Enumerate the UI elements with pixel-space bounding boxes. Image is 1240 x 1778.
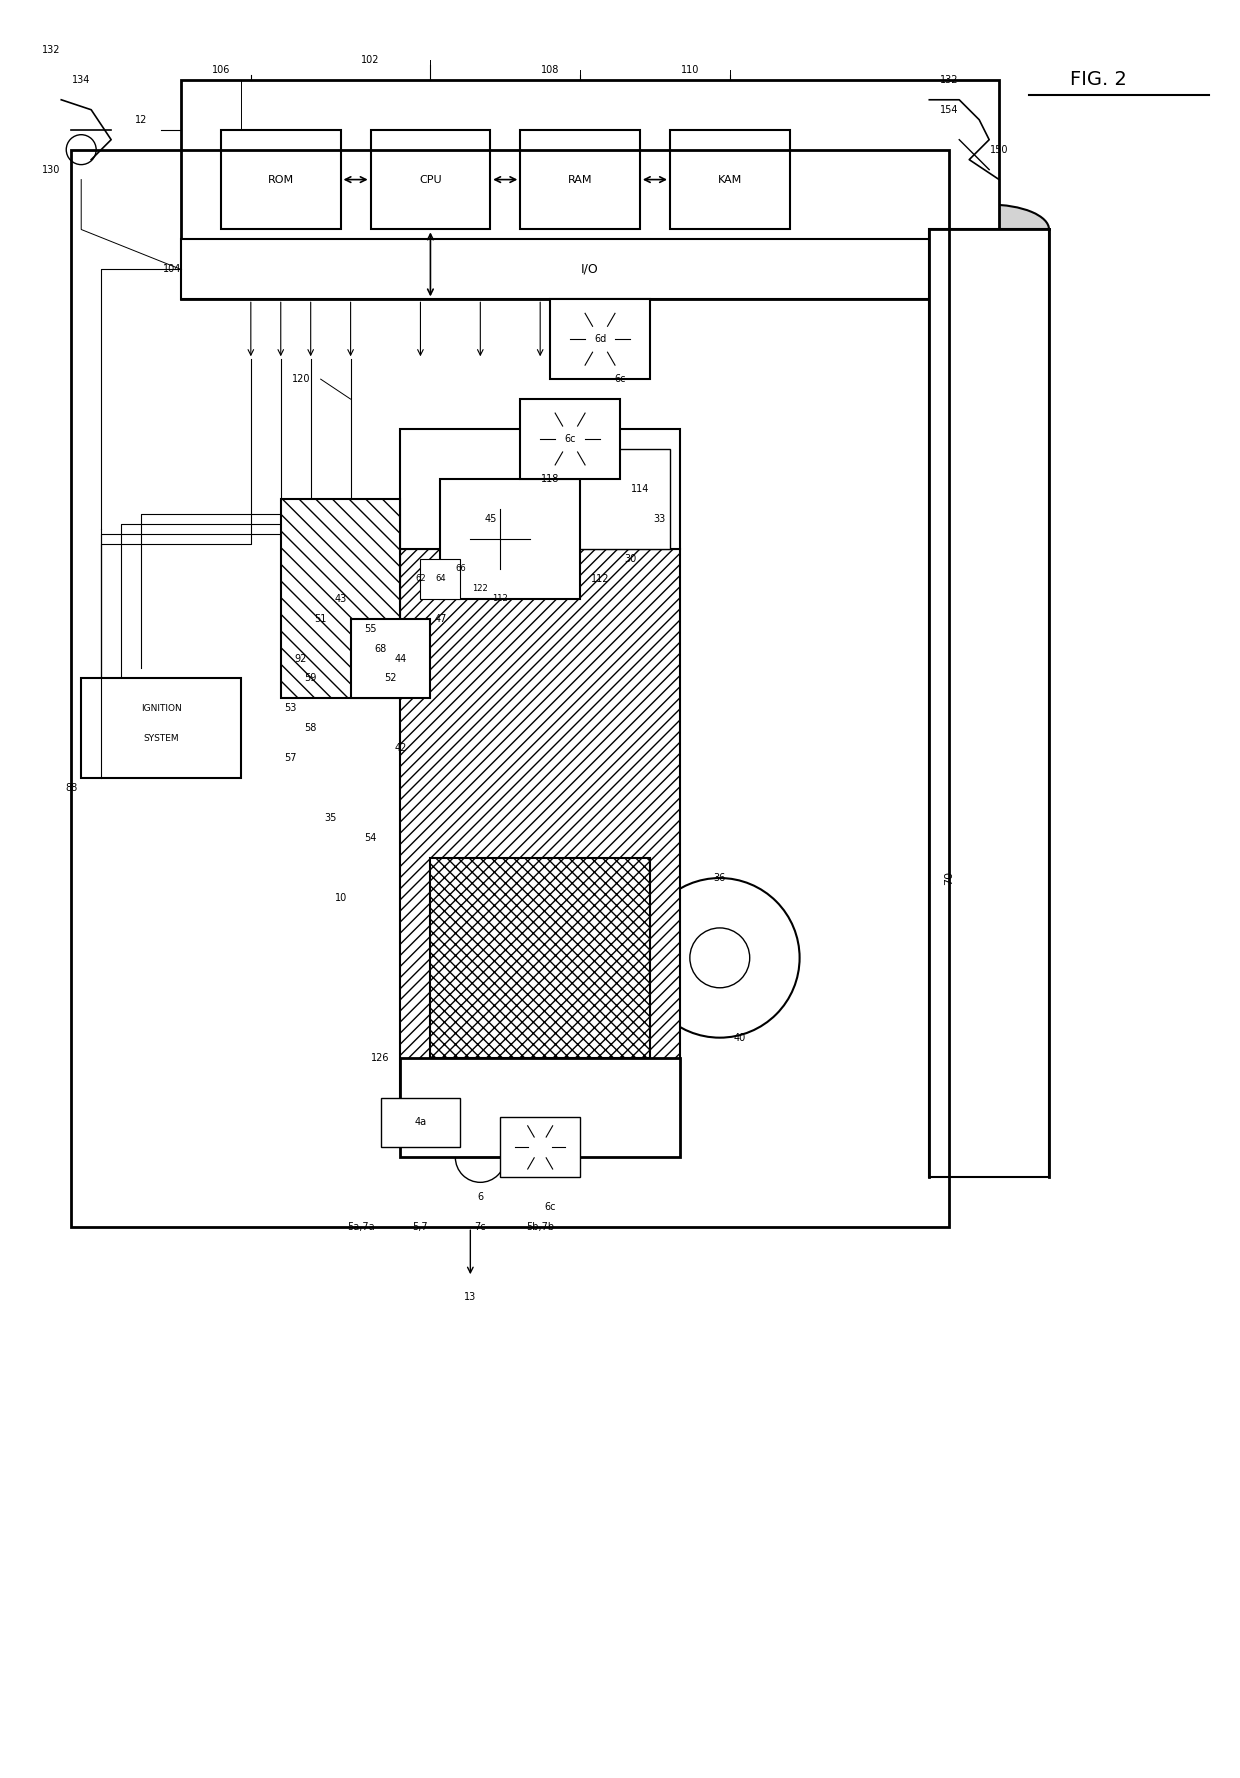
Text: 35: 35 bbox=[325, 813, 337, 823]
Text: 132: 132 bbox=[42, 44, 61, 55]
Bar bbox=[401, 428, 680, 549]
Bar bbox=[371, 130, 490, 229]
Bar bbox=[521, 130, 640, 229]
Bar bbox=[551, 299, 650, 379]
Text: 132: 132 bbox=[940, 75, 959, 85]
Text: I/O: I/O bbox=[582, 263, 599, 276]
Text: 30: 30 bbox=[624, 553, 636, 564]
Ellipse shape bbox=[929, 204, 1049, 254]
Text: 66: 66 bbox=[455, 564, 466, 573]
Bar bbox=[351, 619, 430, 699]
Text: ROM: ROM bbox=[268, 174, 294, 185]
Bar bbox=[221, 130, 341, 229]
Text: 110: 110 bbox=[681, 64, 699, 75]
Text: 42: 42 bbox=[394, 743, 407, 754]
Text: 7c: 7c bbox=[475, 1221, 486, 1232]
Text: 12: 12 bbox=[135, 116, 148, 124]
Text: 112: 112 bbox=[590, 574, 609, 583]
Text: 106: 106 bbox=[212, 64, 231, 75]
Text: 51: 51 bbox=[315, 613, 327, 624]
Text: 62: 62 bbox=[415, 574, 425, 583]
Text: 6d: 6d bbox=[594, 334, 606, 345]
Text: 6c: 6c bbox=[614, 373, 626, 384]
Bar bbox=[670, 130, 790, 229]
Text: KAM: KAM bbox=[718, 174, 742, 185]
Text: 64: 64 bbox=[435, 574, 445, 583]
Text: 5b,7b: 5b,7b bbox=[526, 1221, 554, 1232]
Text: 33: 33 bbox=[653, 514, 666, 525]
Bar bbox=[929, 229, 1049, 1177]
Bar bbox=[531, 450, 670, 549]
Text: 154: 154 bbox=[940, 105, 959, 116]
Text: 6: 6 bbox=[477, 1193, 484, 1202]
Text: 68: 68 bbox=[374, 644, 387, 654]
Bar bbox=[420, 558, 460, 599]
Text: 57: 57 bbox=[284, 754, 298, 763]
Text: 40: 40 bbox=[734, 1033, 745, 1042]
Text: RAM: RAM bbox=[568, 174, 593, 185]
Text: IGNITION: IGNITION bbox=[140, 704, 181, 713]
Text: 126: 126 bbox=[371, 1053, 389, 1063]
Text: 10: 10 bbox=[335, 893, 347, 903]
Bar bbox=[181, 240, 999, 299]
Text: 112: 112 bbox=[492, 594, 508, 603]
Text: 118: 118 bbox=[541, 475, 559, 484]
Text: 5,7: 5,7 bbox=[413, 1221, 428, 1232]
Text: 44: 44 bbox=[394, 654, 407, 663]
Text: 13: 13 bbox=[464, 1293, 476, 1301]
Text: SYSTEM: SYSTEM bbox=[143, 734, 179, 743]
Bar bbox=[381, 1097, 460, 1147]
Text: FIG. 2: FIG. 2 bbox=[1070, 71, 1127, 89]
Text: 114: 114 bbox=[631, 484, 650, 494]
Text: 36: 36 bbox=[714, 873, 725, 884]
Bar bbox=[280, 500, 401, 699]
Text: 6c: 6c bbox=[564, 434, 575, 444]
Text: 88: 88 bbox=[66, 784, 77, 793]
Bar bbox=[500, 1118, 580, 1177]
Text: 45: 45 bbox=[484, 514, 496, 525]
Text: 59: 59 bbox=[305, 674, 317, 683]
Text: 92: 92 bbox=[295, 654, 308, 663]
Text: 108: 108 bbox=[541, 64, 559, 75]
Bar bbox=[401, 1058, 680, 1157]
Text: 104: 104 bbox=[162, 265, 181, 274]
Text: 58: 58 bbox=[305, 724, 317, 733]
Bar bbox=[71, 149, 950, 1227]
Text: 43: 43 bbox=[335, 594, 347, 605]
Text: CPU: CPU bbox=[419, 174, 441, 185]
Text: 122: 122 bbox=[472, 585, 489, 594]
Text: 120: 120 bbox=[291, 373, 310, 384]
Text: 102: 102 bbox=[361, 55, 379, 64]
Text: 52: 52 bbox=[384, 674, 397, 683]
Bar bbox=[401, 549, 680, 1097]
Bar bbox=[280, 500, 401, 699]
Text: 5a,7a: 5a,7a bbox=[347, 1221, 374, 1232]
Text: 130: 130 bbox=[42, 165, 61, 174]
Text: 47: 47 bbox=[434, 613, 446, 624]
Text: 53: 53 bbox=[284, 704, 296, 713]
Text: 6c: 6c bbox=[544, 1202, 556, 1213]
Bar bbox=[181, 80, 999, 299]
Text: 4a: 4a bbox=[414, 1118, 427, 1127]
Bar bbox=[521, 398, 620, 478]
Text: 55: 55 bbox=[365, 624, 377, 633]
Bar bbox=[81, 679, 241, 779]
Text: 150: 150 bbox=[990, 144, 1008, 155]
Bar bbox=[440, 478, 580, 599]
Bar bbox=[430, 859, 650, 1058]
Text: 54: 54 bbox=[365, 834, 377, 843]
Text: 134: 134 bbox=[72, 75, 91, 85]
Text: 70: 70 bbox=[945, 871, 955, 885]
